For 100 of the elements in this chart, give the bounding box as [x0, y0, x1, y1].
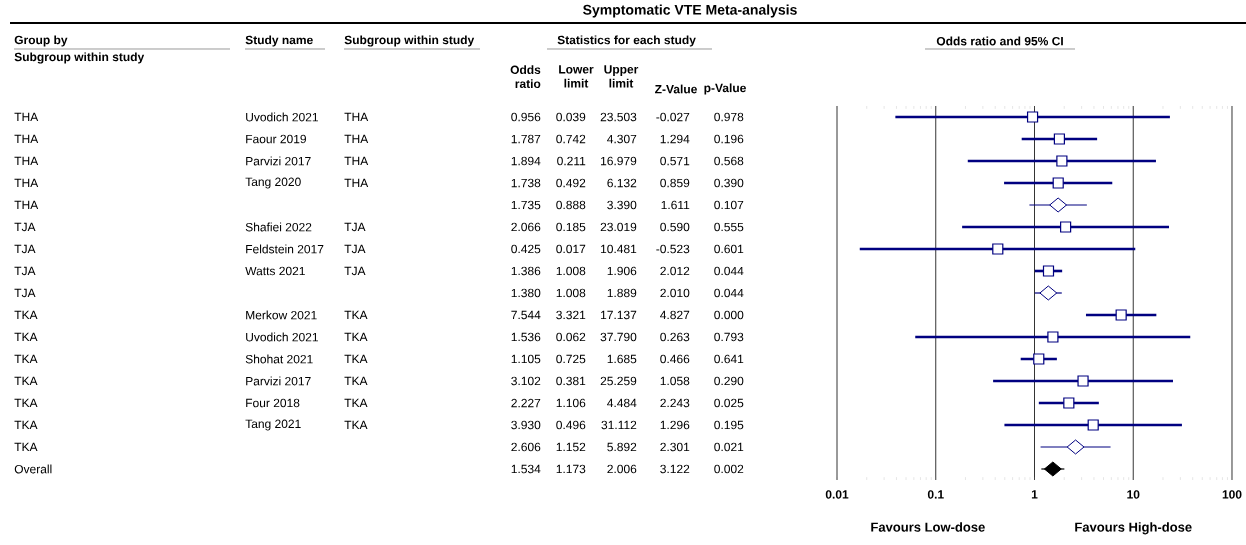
text: 1.386 [511, 266, 541, 276]
text: TJA [344, 266, 366, 276]
text: TJA [344, 222, 366, 232]
text: Lower limit [559, 65, 594, 88]
text: Odds ratio [510, 65, 541, 88]
text: Shohat 2021 [245, 354, 313, 364]
text: 0.496 [556, 420, 586, 430]
text: Tang 2021 [245, 419, 301, 431]
text: 1.738 [511, 178, 541, 188]
text: 0.466 [660, 354, 690, 364]
text: TKA [14, 420, 38, 430]
text: 2.301 [660, 442, 690, 452]
text: 0.062 [556, 332, 586, 342]
text: 0.185 [556, 222, 586, 232]
text: 1.008 [556, 288, 586, 298]
text: TKA [14, 332, 38, 342]
text: 0.425 [511, 244, 541, 254]
text: Statistics for each study [557, 35, 696, 47]
text: TKA [14, 354, 38, 364]
text: 1.894 [511, 156, 541, 166]
text: 6.132 [607, 178, 637, 188]
text: Upper limit [604, 65, 639, 88]
text: 3.321 [556, 310, 586, 320]
text: Merkow 2021 [246, 310, 317, 320]
text: 1.787 [511, 134, 541, 144]
text: 0.044 [714, 266, 744, 276]
text: 4.827 [660, 310, 690, 320]
text: 10.481 [601, 244, 637, 254]
text: 0.196 [714, 134, 744, 144]
text: Parvizi 2017 [246, 376, 311, 386]
text: 4.484 [607, 398, 637, 408]
text: TKA [344, 420, 368, 430]
text: Z-Value [655, 84, 697, 94]
text: 1.889 [607, 288, 637, 298]
text: Favours Low-dose [871, 522, 985, 532]
text: 0.211 [557, 156, 586, 166]
text: 1.380 [511, 288, 541, 298]
x-tick-label: 100 [1222, 490, 1242, 499]
text: TKA [344, 354, 368, 364]
text: 0.568 [714, 156, 744, 166]
text: TKA [14, 442, 38, 452]
text: TJA [14, 288, 36, 298]
text: Uvodich 2021 [246, 112, 318, 122]
text: 0.956 [511, 112, 541, 122]
text: 0.263 [660, 332, 690, 342]
text: THA [344, 112, 369, 122]
text: THA [344, 134, 369, 144]
text: 0.039 [556, 112, 586, 122]
text: 0.025 [714, 398, 744, 408]
text: 0.390 [714, 178, 744, 188]
text: 1.106 [556, 398, 586, 408]
text: THA [344, 178, 369, 188]
text: THA [14, 156, 39, 166]
text: 0.195 [714, 420, 744, 430]
text: Tang 2020 [245, 177, 301, 189]
text: 1.105 [511, 354, 541, 364]
text: 0.859 [660, 178, 690, 188]
text: Four 2018 [246, 398, 300, 408]
text: TKA [14, 310, 38, 320]
text: 2.010 [660, 288, 690, 298]
text: 3.122 [660, 464, 690, 474]
text: TKA [344, 310, 368, 320]
text: THA [14, 200, 39, 210]
text: Subgroup within study [14, 52, 145, 64]
text: TJA [14, 244, 36, 254]
text: 23.503 [600, 112, 637, 122]
text: 25.259 [600, 376, 637, 386]
text: 0.290 [714, 376, 744, 386]
x-tick-label: 1 [1031, 490, 1038, 499]
text: 3.930 [511, 420, 541, 430]
text: THA [344, 156, 369, 166]
text: 37.790 [600, 332, 637, 342]
text: THA [14, 112, 39, 122]
text: Shafiei 2022 [245, 222, 312, 232]
text: Parvizi 2017 [246, 156, 311, 166]
text: 2.012 [660, 266, 690, 276]
text: THA [14, 178, 39, 188]
text: 3.390 [607, 200, 637, 210]
text: 0.555 [714, 222, 744, 232]
text: 0.888 [556, 200, 586, 210]
x-tick-label: 10 [1127, 490, 1140, 499]
text: 0.381 [556, 376, 586, 386]
text: 5.892 [607, 442, 637, 452]
text: 2.227 [511, 398, 541, 408]
text: p-Value [704, 83, 746, 95]
text: Uvodich 2021 [246, 332, 318, 342]
text: 1.534 [511, 464, 541, 474]
text: 23.019 [600, 222, 637, 232]
text: Faour 2019 [246, 134, 306, 144]
text: 0.725 [556, 354, 586, 364]
text: 0.017 [556, 244, 586, 254]
text: 0.590 [660, 222, 690, 232]
text: 0.107 [714, 200, 744, 210]
text: 0.641 [714, 354, 744, 364]
text: Overall [14, 464, 52, 474]
text: 1.294 [660, 134, 690, 144]
text: Group by [14, 35, 68, 47]
text: 0.000 [714, 310, 744, 320]
text: TJA [344, 244, 366, 254]
text: 3.102 [511, 376, 541, 386]
